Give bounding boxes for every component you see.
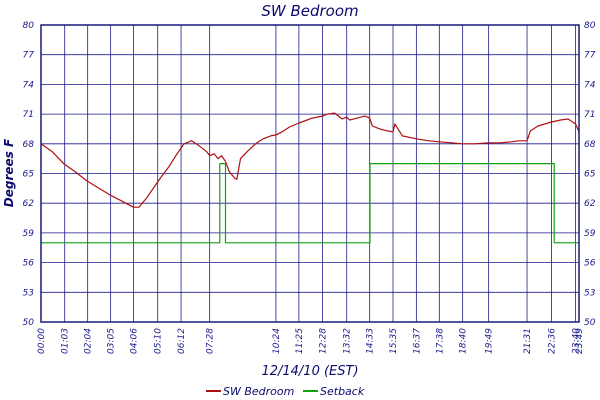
x-axis-label: 12/14/10 (EST) — [261, 364, 358, 379]
y-tick-label-right: 65 — [584, 170, 596, 180]
y-tick-label-right: 77 — [584, 51, 596, 61]
y-tick-label-right: 68 — [584, 140, 596, 150]
y-tick-label-right: 62 — [584, 199, 596, 209]
x-tick-label: 22:36 — [548, 328, 558, 354]
y-tick-label-left: 77 — [23, 51, 35, 61]
x-tick-label: 07:28 — [206, 328, 216, 354]
x-tick-label: 01:03 — [61, 328, 71, 354]
y-tick-label-left: 80 — [23, 21, 35, 31]
y-ticks-left: 50 53 56 59 62 65 68 71 74 77 80 — [23, 21, 35, 328]
x-tick-label: 19:49 — [485, 328, 495, 354]
chart-title: SW Bedroom — [261, 2, 358, 20]
y-tick-label-right: 80 — [584, 21, 596, 31]
y-ticks-right: 50 53 56 59 62 65 68 71 74 77 80 — [584, 21, 596, 328]
series-line-setback — [41, 163, 579, 244]
y-tick-label-left: 74 — [23, 80, 35, 90]
y-tick-label-left: 53 — [23, 288, 35, 298]
y-tick-label-right: 53 — [584, 288, 596, 298]
x-tick-label: 12:28 — [319, 328, 329, 354]
y-tick-label-right: 50 — [584, 318, 596, 328]
x-tick-label: 16:37 — [412, 328, 422, 354]
plot-frame — [40, 24, 580, 323]
x-tick-label: 10:24 — [272, 328, 282, 354]
x-tick-label: 13:32 — [343, 328, 353, 354]
x-tick-label: 18:40 — [459, 328, 469, 354]
y-tick-label-left: 68 — [23, 140, 35, 150]
y-tick-label-left: 50 — [23, 318, 35, 328]
y-tick-label-right: 71 — [584, 110, 595, 120]
x-tick-label: 17:38 — [435, 328, 445, 354]
y-tick-label-left: 65 — [23, 170, 35, 180]
y-tick-label-right: 59 — [584, 229, 596, 239]
x-tick-label: 21:31 — [523, 328, 533, 354]
x-tick-label: 02:04 — [84, 328, 94, 354]
x-tick-label: 15:35 — [389, 328, 399, 354]
legend: SW Bedroom Setback — [206, 385, 365, 398]
y-tick-label-left: 62 — [23, 199, 35, 209]
x-tick-label: 00:00 — [37, 328, 47, 354]
y-tick-label-left: 56 — [23, 259, 35, 269]
legend-label-setback: Setback — [320, 385, 365, 398]
x-tick-label: 23:49 — [575, 328, 585, 354]
x-tick-label: 23:40 — [572, 328, 582, 354]
x-tick-label: 04:06 — [130, 328, 140, 354]
y-tick-label-right: 56 — [584, 259, 596, 269]
series-line-sw-bedroom — [40, 112, 580, 208]
legend-label-sw-bedroom: SW Bedroom — [223, 385, 294, 398]
y-axis-label: Degrees F — [2, 138, 16, 207]
y-tick-label-left: 59 — [23, 229, 35, 239]
x-tick-label: 03:05 — [107, 328, 117, 354]
y-tick-label-right: 74 — [584, 80, 596, 90]
x-tick-label: 05:10 — [154, 328, 164, 354]
x-tick-label: 11:25 — [295, 328, 305, 354]
x-tick-label: 06:12 — [177, 328, 187, 354]
series-area — [40, 112, 580, 244]
y-tick-label-left: 71 — [23, 110, 34, 120]
x-tick-label: 14:33 — [366, 328, 376, 354]
x-ticks: 00:00 01:03 02:04 03:05 04:06 05:10 06:12 07:28… — [37, 328, 585, 354]
